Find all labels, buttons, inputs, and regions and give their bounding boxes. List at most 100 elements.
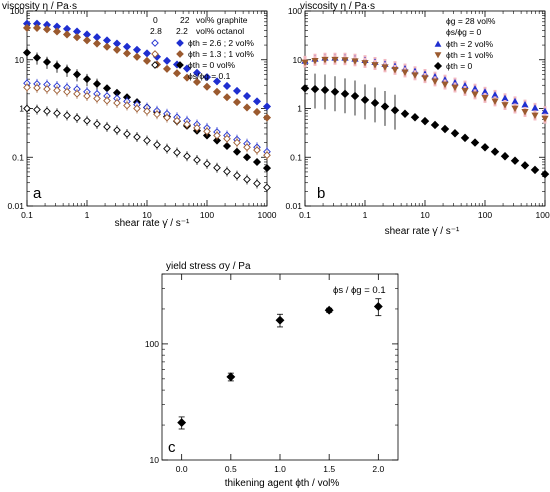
legend-marker <box>434 52 442 59</box>
data-point <box>223 134 231 143</box>
data-point <box>530 165 540 175</box>
panel-b-xtick-label: 0.1 <box>299 210 311 220</box>
data-point <box>23 104 31 113</box>
panel-a-letter: a <box>33 185 42 202</box>
data-point <box>490 147 500 156</box>
data-point <box>122 49 132 58</box>
data-point <box>540 169 550 179</box>
panel-a-series-0 <box>22 19 272 111</box>
panel-a-ytick-label: 10 <box>15 55 25 65</box>
data-point <box>380 102 390 111</box>
panel-a-xtick-label: 0.1 <box>21 210 33 220</box>
data-point <box>252 107 262 116</box>
data-point <box>252 97 262 106</box>
data-point <box>242 153 252 162</box>
panel-b-xtick-label: 100 <box>478 210 492 220</box>
data-point <box>72 70 82 79</box>
data-point <box>183 152 191 161</box>
data-point <box>83 116 91 125</box>
data-point <box>33 105 41 114</box>
data-point <box>233 138 241 147</box>
data-point <box>390 106 400 115</box>
panel-a-ytick-label: 0.1 <box>12 152 24 162</box>
data-point <box>72 33 82 42</box>
data-point <box>163 144 171 153</box>
panel-b-legend-head: ϕg = 28 vol% <box>446 16 496 26</box>
data-point <box>330 87 340 97</box>
data-point <box>93 120 101 128</box>
panel-b-legend-label: ϕth = 2 vol% <box>446 39 493 49</box>
data-point <box>63 87 71 96</box>
data-point <box>42 57 52 67</box>
data-point <box>123 101 131 110</box>
panel-b-ytick-label: 0.01 <box>285 201 302 211</box>
data-point <box>132 52 142 61</box>
panel-a-xtick-label: 1000 <box>258 210 277 220</box>
data-point <box>92 39 102 48</box>
data-point <box>43 107 51 116</box>
data-point <box>262 164 272 173</box>
data-point <box>511 105 519 113</box>
data-point <box>391 66 399 74</box>
data-point <box>431 73 439 80</box>
panel-c: 0.0 0.5 1.0 1.5 2.0 10 100 yield stress σy / Pa… <box>145 261 399 489</box>
data-point <box>123 130 131 138</box>
data-point <box>202 82 212 91</box>
data-point <box>133 104 141 113</box>
data-point <box>112 45 122 54</box>
panel-b-xtick-label: 1 <box>363 210 368 220</box>
data-point <box>252 157 262 167</box>
data-point <box>192 77 202 87</box>
data-point <box>301 59 309 67</box>
panel-a-xlabel: shear rate γ̇ / s⁻¹ <box>115 218 190 229</box>
data-point <box>203 127 211 136</box>
panel-a-series-5 <box>23 103 271 193</box>
data-point <box>253 179 261 188</box>
data-point <box>373 302 383 311</box>
panel-c-frame <box>161 273 399 461</box>
data-point <box>351 58 359 65</box>
data-point <box>371 62 379 69</box>
panel-b-legend-label: ϕth = 0 <box>446 61 473 71</box>
data-point <box>143 107 151 116</box>
data-point <box>52 61 62 70</box>
panel-b-series-2 <box>300 72 550 179</box>
data-point <box>212 77 222 86</box>
data-point <box>491 91 499 98</box>
data-point <box>62 65 72 74</box>
data-point <box>451 84 459 92</box>
panel-b-legend-label: ϕth = 1 vol% <box>446 50 493 60</box>
data-point <box>430 120 440 130</box>
data-point <box>471 91 479 98</box>
data-point <box>53 86 61 95</box>
data-point <box>82 36 92 45</box>
data-point <box>22 48 32 57</box>
data-point <box>440 124 450 134</box>
data-point <box>232 86 242 95</box>
legend-marker <box>151 61 159 69</box>
data-point <box>103 96 111 105</box>
data-point <box>223 167 231 176</box>
data-point <box>82 75 92 84</box>
data-point <box>212 87 222 96</box>
data-point <box>470 138 480 147</box>
data-point <box>263 151 271 160</box>
data-point <box>360 95 370 105</box>
panel-c-letter: c <box>168 439 176 456</box>
data-point <box>102 84 112 93</box>
data-point <box>172 69 182 78</box>
data-point <box>182 73 192 82</box>
data-point <box>243 143 251 152</box>
data-point <box>213 163 221 172</box>
data-point <box>102 42 112 51</box>
data-point <box>521 101 529 108</box>
data-point <box>242 92 252 101</box>
data-point <box>93 94 101 103</box>
data-point <box>491 98 499 105</box>
data-point <box>173 116 181 125</box>
panel-b-letter: b <box>317 185 325 202</box>
data-point <box>222 141 232 151</box>
panel-b-ytick-label: 100 <box>288 6 302 16</box>
